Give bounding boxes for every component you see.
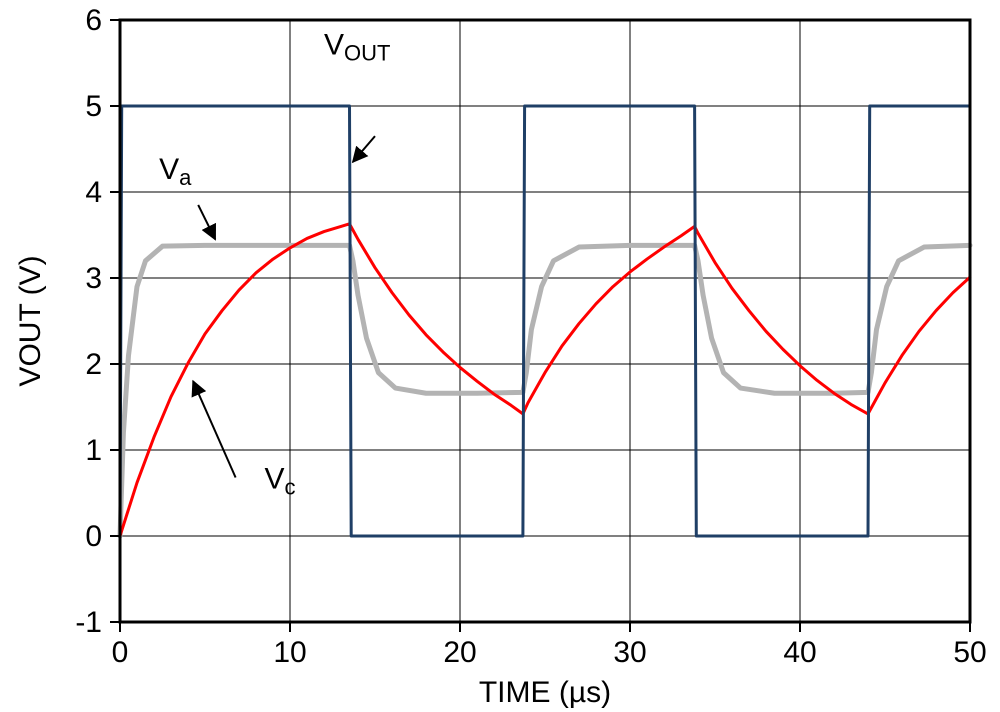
chart-svg: 01020304050-10123456TIME (µs)VOUT (V)VOU… xyxy=(0,0,1000,712)
y-tick-label: 4 xyxy=(85,176,102,209)
x-tick-label: 20 xyxy=(443,636,476,669)
y-tick-label: 0 xyxy=(85,520,102,553)
oscillator-waveform-chart: 01020304050-10123456TIME (µs)VOUT (V)VOU… xyxy=(0,0,1000,712)
x-tick-label: 30 xyxy=(613,636,646,669)
y-tick-label: 2 xyxy=(85,348,102,381)
y-tick-label: 1 xyxy=(85,434,102,467)
x-tick-label: 10 xyxy=(273,636,306,669)
y-tick-label: 5 xyxy=(85,90,102,123)
y-tick-label: 3 xyxy=(85,262,102,295)
y-tick-label: 6 xyxy=(85,4,102,37)
x-tick-label: 50 xyxy=(953,636,986,669)
y-axis-label: VOUT (V) xyxy=(14,255,47,386)
y-tick-label: -1 xyxy=(75,606,102,639)
x-axis-label: TIME (µs) xyxy=(479,676,611,709)
x-tick-label: 40 xyxy=(783,636,816,669)
x-tick-label: 0 xyxy=(112,636,129,669)
